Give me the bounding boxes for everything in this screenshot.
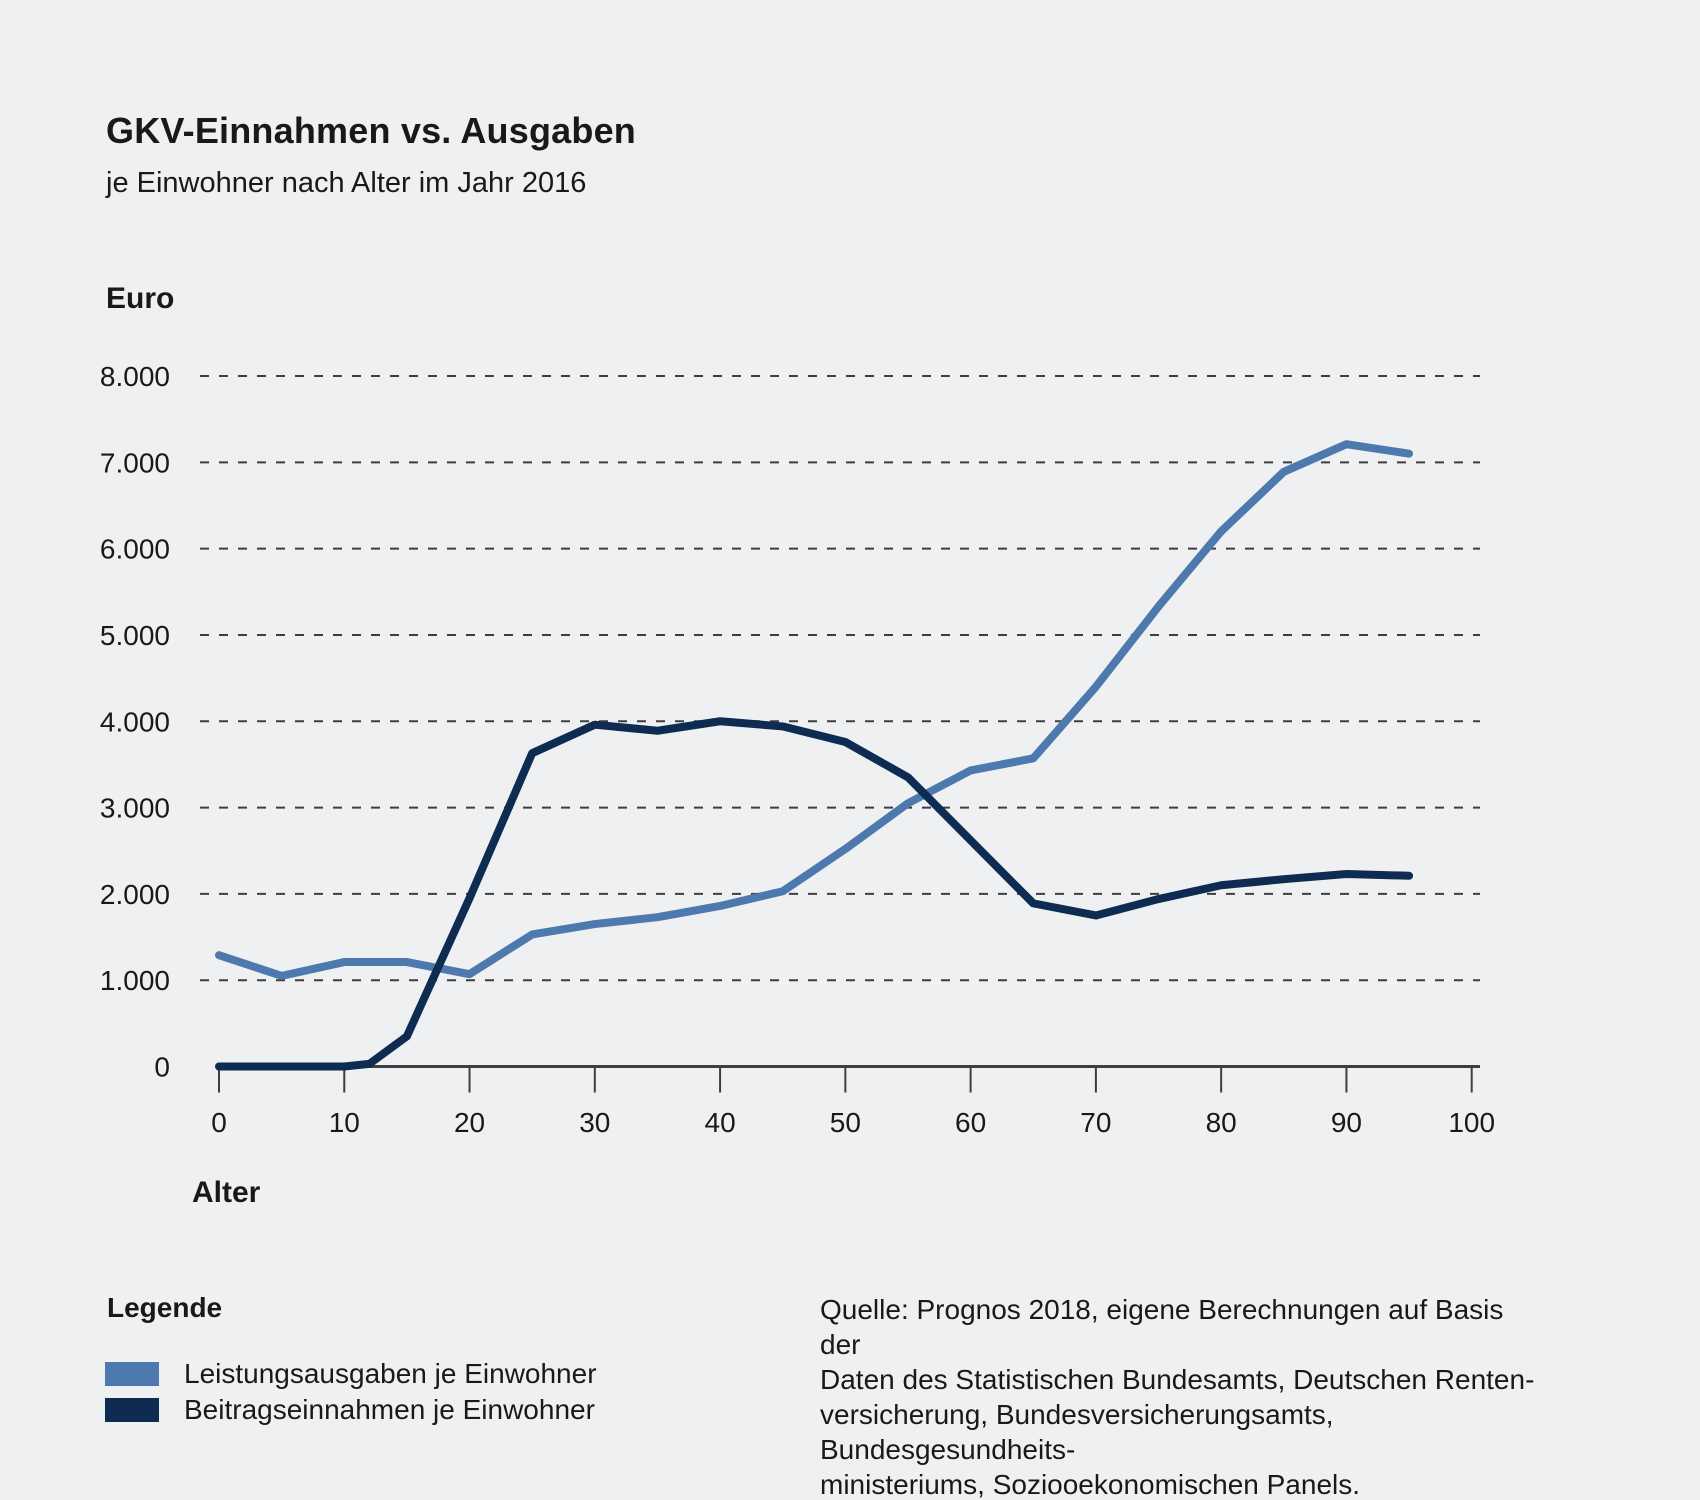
y-tick-label: 3.000 — [100, 793, 170, 824]
legend-item: Leistungsausgaben je Einwohner — [105, 1358, 597, 1389]
x-tick-label: 80 — [1206, 1107, 1237, 1138]
source-line: versicherung, Bundesversicherungsamts, B… — [820, 1399, 1334, 1465]
legend-item-label: Leistungsausgaben je Einwohner — [184, 1358, 597, 1389]
y-tick-label: 5.000 — [100, 620, 170, 651]
page-title: GKV-Einnahmen vs. Ausgaben — [106, 110, 636, 151]
legend-item: Beitragseinnahmen je Einwohner — [105, 1394, 597, 1425]
page-subtitle: je Einwohner nach Alter im Jahr 2016 — [106, 167, 587, 199]
x-tick-label: 10 — [329, 1107, 360, 1138]
legend: Leistungsausgaben je Einwohner Beitragsei… — [105, 1358, 597, 1425]
x-tick-label: 90 — [1331, 1107, 1362, 1138]
y-axis-unit-label: Euro — [106, 282, 175, 315]
y-tick-label: 7.000 — [100, 447, 170, 478]
legend-title: Legende — [107, 1292, 223, 1323]
source-note: Quelle: Prognos 2018, eigene Berechnunge… — [820, 1292, 1540, 1500]
x-tick-label: 60 — [955, 1107, 986, 1138]
legend-swatch — [105, 1398, 159, 1422]
legend-item-label: Beitragseinnahmen je Einwohner — [184, 1394, 595, 1425]
y-tick-label: 2.000 — [100, 879, 170, 910]
x-tick-label: 50 — [830, 1107, 861, 1138]
y-tick-label: 1.000 — [100, 965, 170, 996]
x-tick-label: 40 — [705, 1107, 736, 1138]
x-tick-label: 70 — [1080, 1107, 1111, 1138]
x-axis-label: Alter — [192, 1176, 261, 1209]
x-tick-label: 30 — [579, 1107, 610, 1138]
x-tick-label: 100 — [1448, 1107, 1495, 1138]
source-line: Daten des Statistischen Bundesamts, Deut… — [820, 1364, 1535, 1395]
y-tick-label: 4.000 — [100, 706, 170, 737]
x-tick-label: 20 — [454, 1107, 485, 1138]
y-tick-label: 6.000 — [100, 534, 170, 565]
series-line — [215, 717, 1414, 1071]
y-tick-label: 0 — [154, 1052, 170, 1083]
legend-swatch — [105, 1362, 159, 1386]
source-line: ministeriums, Soziooekonomischen Panels. — [820, 1469, 1361, 1500]
source-line: Quelle: Prognos 2018, eigene Berechnunge… — [820, 1294, 1504, 1360]
x-tick-label: 0 — [211, 1107, 227, 1138]
y-tick-label: 8.000 — [100, 361, 170, 392]
series-line — [215, 440, 1414, 980]
